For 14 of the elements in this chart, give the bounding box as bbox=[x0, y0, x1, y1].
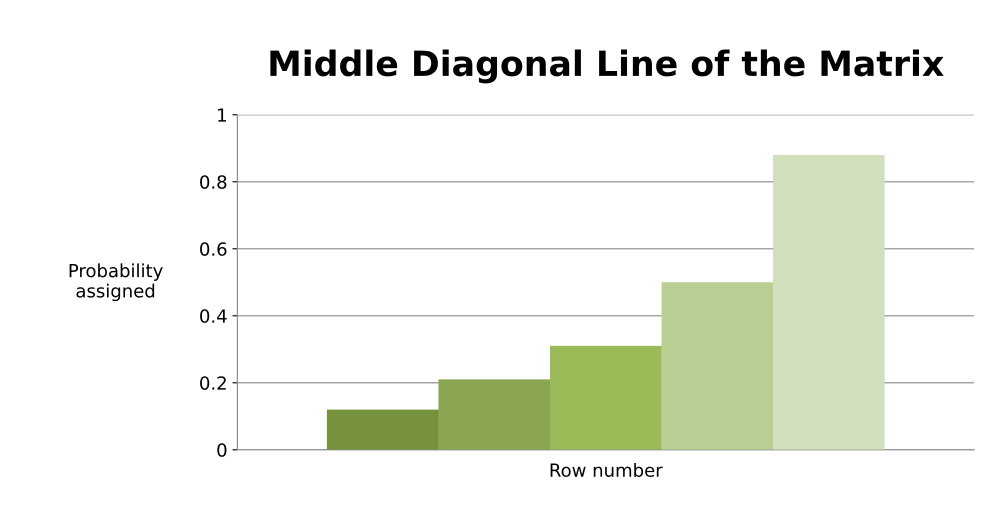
y-tick-label: 0.6 bbox=[200, 242, 226, 256]
y-tick-label: 0.8 bbox=[200, 175, 226, 189]
y-tick-label: 0.4 bbox=[200, 309, 227, 323]
y-axis-title: Probability assigned bbox=[70, 263, 163, 302]
y-tick-label: 0.2 bbox=[200, 376, 226, 390]
bar bbox=[550, 346, 662, 450]
bar bbox=[662, 282, 774, 450]
y-tick-label: 1 bbox=[218, 108, 226, 122]
chart-title: Middle Diagonal Line of the Matrix bbox=[270, 50, 944, 84]
bar bbox=[773, 154, 885, 450]
bar bbox=[326, 410, 438, 450]
bar bbox=[438, 379, 550, 450]
y-tick-label: 0 bbox=[217, 443, 226, 457]
x-axis-title: Row number bbox=[550, 462, 663, 477]
